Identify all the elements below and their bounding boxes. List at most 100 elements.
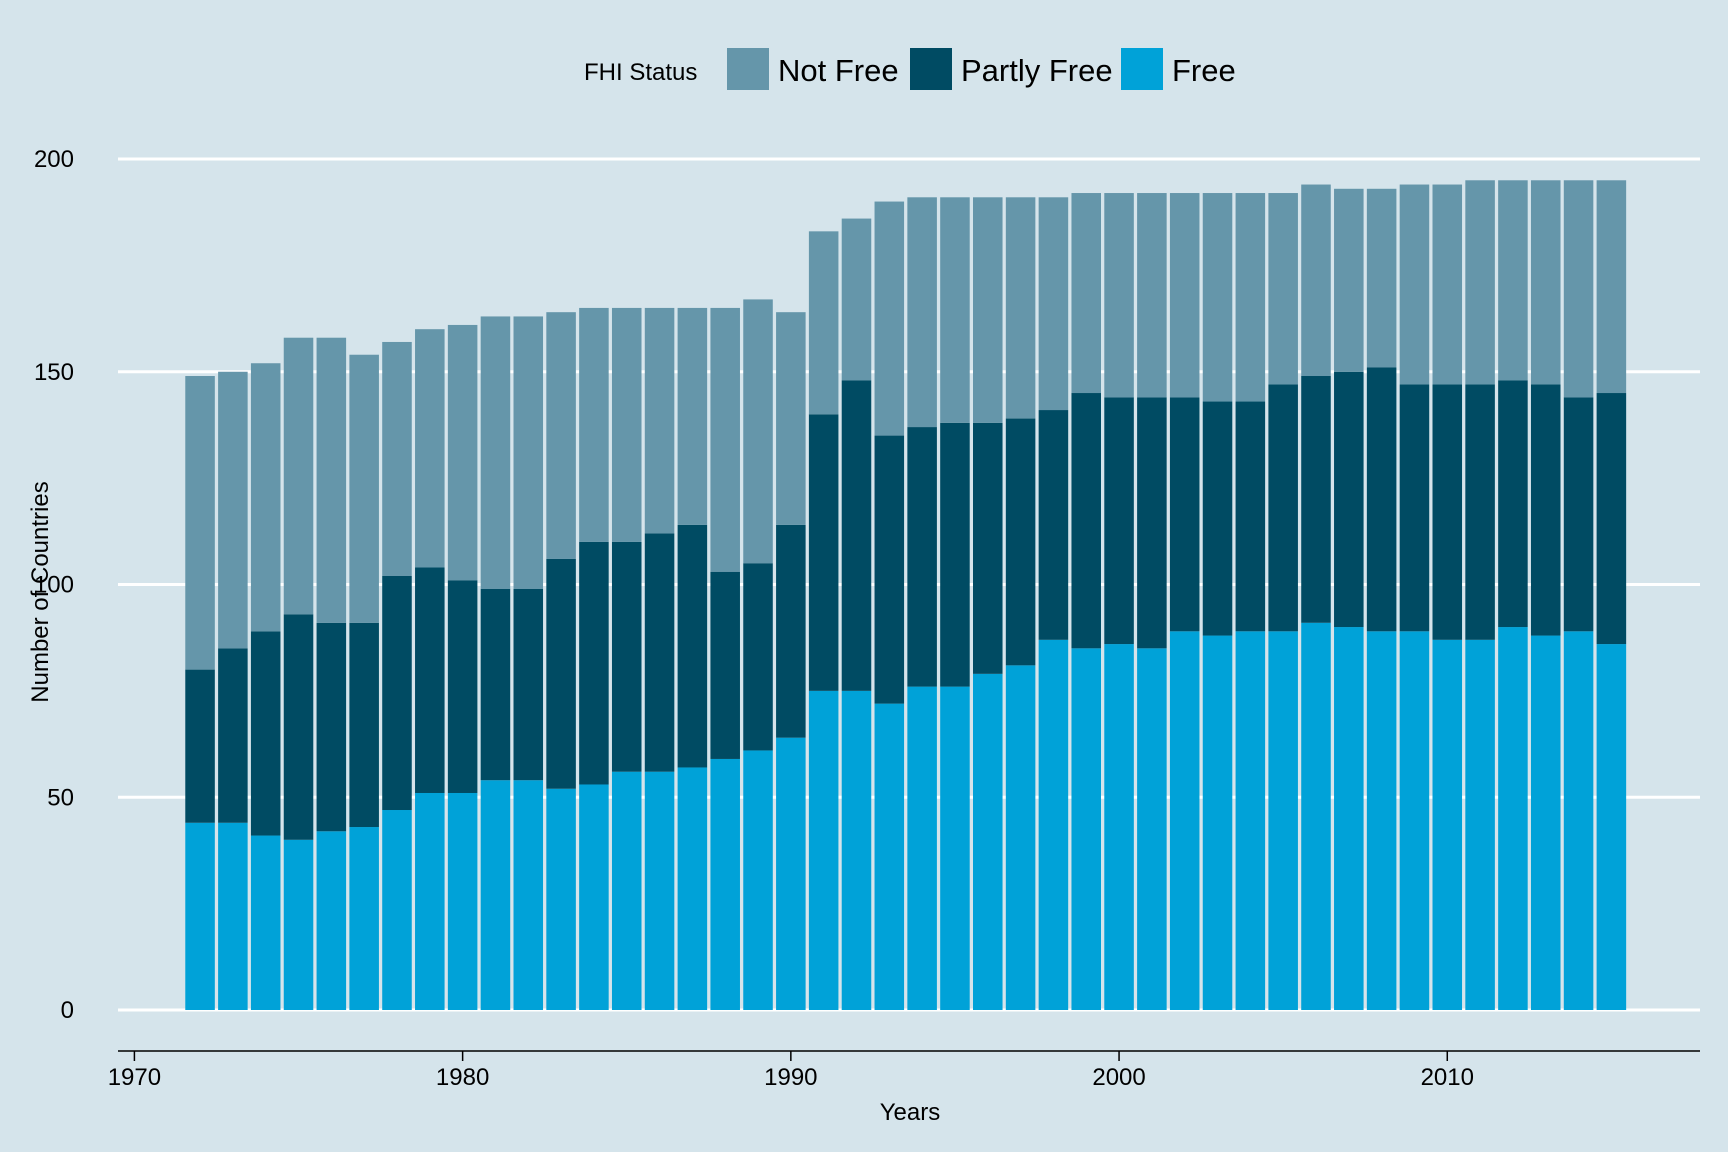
bar-free-1978: [382, 810, 412, 1010]
bar-not-free-1977: [349, 354, 379, 623]
x-tick-label: 1970: [108, 1064, 161, 1091]
bar-free-1988: [710, 758, 740, 1010]
bar-partly-free-1986: [644, 533, 675, 772]
bar-partly-free-2002: [1169, 397, 1200, 632]
bar-partly-free-2001: [1137, 397, 1167, 649]
bar-partly-free-1993: [874, 435, 905, 704]
bar-not-free-1987: [677, 307, 708, 525]
y-tick-label: 150: [34, 359, 74, 386]
bar-partly-free-1974: [250, 631, 281, 836]
legend-swatch-free: [1121, 48, 1163, 90]
bar-partly-free-1994: [907, 427, 937, 687]
bar-free-1983: [546, 788, 576, 1010]
bar-not-free-1975: [283, 337, 314, 615]
bar-partly-free-1988: [710, 571, 740, 759]
bar-free-2015: [1596, 644, 1627, 1010]
bar-free-1976: [316, 831, 347, 1010]
bar-not-free-2006: [1301, 184, 1331, 377]
bar-free-1989: [743, 750, 773, 1010]
y-tick-label: 50: [47, 784, 74, 811]
bar-not-free-1994: [907, 197, 937, 428]
x-tick-label: 2010: [1421, 1064, 1474, 1091]
bar-partly-free-2009: [1399, 384, 1430, 632]
bar-partly-free-2015: [1596, 393, 1627, 645]
bar-free-1977: [349, 827, 379, 1010]
bar-free-1992: [841, 690, 872, 1010]
bar-partly-free-2012: [1498, 380, 1528, 628]
bar-free-1990: [776, 737, 806, 1010]
bar-free-2009: [1399, 631, 1430, 1010]
bar-free-1985: [611, 771, 642, 1010]
bar-free-2012: [1498, 627, 1528, 1010]
bar-partly-free-1984: [579, 541, 609, 785]
bar-partly-free-2010: [1432, 384, 1463, 640]
y-tick-label: 200: [34, 146, 74, 173]
bar-free-2010: [1432, 639, 1463, 1010]
bar-free-1974: [250, 835, 281, 1010]
bar-not-free-1985: [611, 307, 642, 542]
bar-not-free-2004: [1235, 193, 1266, 402]
bar-free-1994: [907, 686, 937, 1010]
bar-partly-free-2006: [1301, 376, 1331, 623]
legend-label-not-free: Not Free: [778, 53, 899, 88]
bar-free-2008: [1366, 631, 1397, 1010]
bar-partly-free-1990: [776, 524, 806, 738]
bar-free-2004: [1235, 631, 1266, 1010]
bar-free-1993: [874, 703, 905, 1010]
bar-partly-free-2000: [1104, 397, 1134, 645]
bar-partly-free-1973: [218, 648, 248, 823]
bar-partly-free-1996: [973, 422, 1003, 674]
bar-not-free-1979: [415, 329, 445, 568]
bar-free-1999: [1071, 648, 1102, 1010]
bar-free-1998: [1038, 639, 1069, 1010]
legend-swatch-not-free: [727, 48, 769, 90]
bar-partly-free-1979: [415, 567, 445, 793]
bar-not-free-1998: [1038, 197, 1069, 411]
bar-partly-free-1991: [808, 414, 839, 691]
bar-not-free-2001: [1137, 193, 1167, 398]
bar-partly-free-2011: [1465, 384, 1495, 640]
bar-partly-free-2014: [1563, 397, 1594, 632]
bar-partly-free-1975: [283, 614, 314, 840]
bar-partly-free-2008: [1366, 367, 1397, 632]
bar-not-free-1976: [316, 337, 347, 623]
bar-not-free-1973: [218, 371, 248, 649]
bar-not-free-1993: [874, 201, 905, 436]
bar-partly-free-1989: [743, 563, 773, 751]
bar-free-1996: [973, 673, 1003, 1010]
bar-free-2001: [1137, 648, 1167, 1010]
bar-not-free-1981: [480, 316, 511, 589]
bar-not-free-1980: [447, 324, 478, 581]
bar-not-free-1990: [776, 312, 806, 525]
bar-partly-free-2013: [1530, 384, 1561, 636]
bar-free-1979: [415, 792, 445, 1010]
bar-free-1991: [808, 690, 839, 1010]
bar-free-2007: [1334, 627, 1364, 1010]
bar-not-free-2015: [1596, 180, 1627, 394]
bar-not-free-1974: [250, 363, 281, 632]
bar-not-free-1991: [808, 231, 839, 415]
bar-partly-free-2003: [1202, 401, 1233, 636]
bar-not-free-2000: [1104, 193, 1134, 398]
bar-not-free-1978: [382, 341, 412, 576]
bar-not-free-1982: [513, 316, 544, 589]
bar-free-1982: [513, 780, 544, 1010]
bar-not-free-2002: [1169, 193, 1200, 398]
bar-not-free-2014: [1563, 180, 1594, 398]
bar-free-2005: [1268, 631, 1298, 1010]
bar-not-free-2010: [1432, 184, 1463, 385]
bar-not-free-1988: [710, 307, 740, 572]
bar-not-free-1996: [973, 197, 1003, 423]
bar-partly-free-1998: [1038, 410, 1069, 640]
legend-label-free: Free: [1172, 53, 1236, 88]
axes: 0 50 100 150 200 1970 1980 1990 2000 2010: [34, 146, 1700, 1091]
bar-free-1972: [185, 822, 215, 1010]
y-tick-label: 100: [34, 572, 74, 599]
bar-free-1981: [480, 780, 511, 1010]
bar-free-1997: [1005, 665, 1036, 1010]
bar-partly-free-1987: [677, 524, 708, 768]
bar-partly-free-1981: [480, 588, 511, 781]
bar-not-free-2013: [1530, 180, 1561, 385]
bar-not-free-2005: [1268, 193, 1298, 385]
